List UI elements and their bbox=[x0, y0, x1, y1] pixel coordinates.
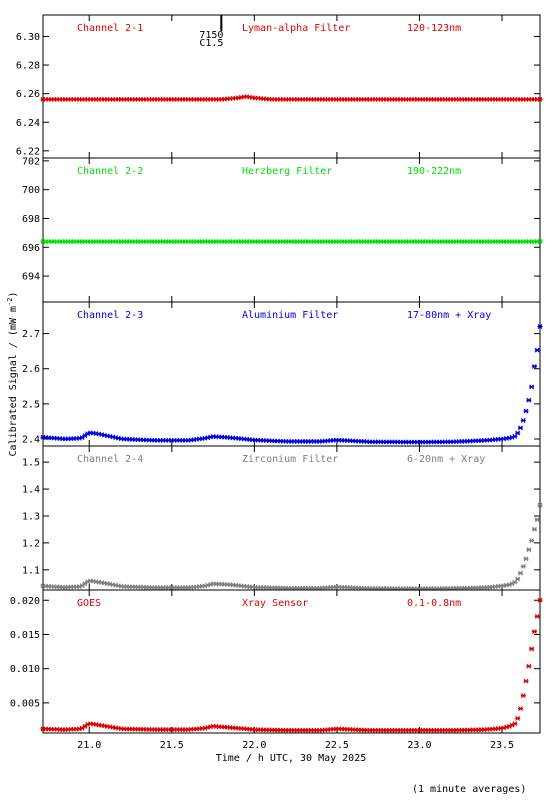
panel-5-ytick-label: 0.020 bbox=[10, 596, 40, 607]
panel-4-data-point bbox=[515, 576, 521, 582]
panel-5-data-point bbox=[515, 715, 521, 721]
panel-2-ytick-label: 700 bbox=[22, 185, 40, 196]
panel-4-frame bbox=[42, 445, 541, 591]
panel-2-filter-label: Herzberg Filter bbox=[242, 166, 332, 177]
panel-4-ytick-label: 1.4 bbox=[22, 485, 40, 496]
y-axis-title-superscript: -2 bbox=[6, 298, 14, 306]
panel-4-ytick-label: 1.2 bbox=[22, 538, 40, 549]
x-axis-title: Time / h UTC, 30 May 2025 bbox=[216, 753, 367, 764]
panel-5-channel-label: GOES bbox=[77, 598, 101, 609]
panel-3-data-point bbox=[517, 425, 523, 431]
panel-5-ytick-label: 0.005 bbox=[10, 698, 40, 709]
panel-5-ytick-label: 0.015 bbox=[10, 630, 40, 641]
panel-4-data-point bbox=[526, 547, 532, 553]
panel-1-ytick-label: 6.30 bbox=[16, 32, 40, 43]
panel-3-data-point bbox=[520, 418, 526, 423]
panel-3-band-label: 17-80nm + Xray bbox=[407, 310, 491, 321]
panel-3-data-point bbox=[523, 408, 529, 414]
panel-5-ytick-label: 0.010 bbox=[10, 664, 40, 675]
flare-marker-label-id: 7150 bbox=[199, 30, 223, 41]
panel-3-data-point bbox=[529, 384, 535, 390]
y-axis-title-main: Calibrated Signal / (mW m bbox=[8, 306, 19, 457]
panel-4-data-point bbox=[529, 538, 535, 544]
x-tick-label: 21.5 bbox=[160, 740, 184, 751]
panel-4-channel-label: Channel 2-4 bbox=[77, 454, 143, 465]
panel-2-ytick-label: 694 bbox=[22, 272, 40, 283]
panel-2-band-label: 190-222nm bbox=[407, 166, 461, 177]
panel-3-filter-label: Aluminium Filter bbox=[242, 310, 338, 321]
x-tick-label: 22.5 bbox=[325, 740, 349, 751]
panel-3-data-point bbox=[534, 347, 540, 353]
panel-5-data-point bbox=[537, 597, 543, 603]
panel-2-ytick-label: 698 bbox=[22, 214, 40, 225]
panel-1-ytick-label: 6.26 bbox=[16, 89, 40, 100]
panel-3-ytick-label: 2.7 bbox=[22, 329, 40, 340]
panel-4-data-point bbox=[517, 570, 523, 576]
panel-3-data-point bbox=[531, 363, 537, 369]
panel-4-data-point bbox=[537, 502, 543, 508]
panel-5-frame bbox=[42, 589, 541, 734]
panel-3-data-point bbox=[526, 397, 532, 403]
panel-1-channel-label: Channel 2-1 bbox=[77, 23, 143, 34]
panel-2-frame bbox=[42, 157, 541, 303]
x-tick-label: 22.0 bbox=[242, 740, 266, 751]
panel-4-data-point bbox=[523, 556, 529, 562]
panel-5-data-point bbox=[526, 663, 532, 669]
panel-2-ytick-label: 702 bbox=[22, 156, 40, 167]
panel-1-ytick-label: 6.24 bbox=[16, 118, 40, 129]
panel-3-frame bbox=[42, 301, 541, 447]
panel-2-data-point bbox=[537, 239, 543, 244]
panel-4-data-point bbox=[534, 517, 540, 523]
panel-4-ytick-label: 1.3 bbox=[22, 511, 40, 522]
panel-1-ytick-label: 6.28 bbox=[16, 61, 40, 72]
panel-5-filter-label: Xray Sensor bbox=[242, 598, 308, 609]
panel-5-band-label: 0.1-0.8nm bbox=[407, 598, 461, 609]
panel-5-data-point bbox=[517, 706, 523, 712]
panel-1-band-label: 120-123nm bbox=[407, 23, 461, 34]
panel-5-data-point bbox=[534, 614, 540, 619]
panel-3-ytick-label: 2.4 bbox=[22, 434, 40, 445]
panel-2-channel-label: Channel 2-2 bbox=[77, 166, 143, 177]
panel-3-data-point bbox=[537, 324, 543, 330]
panel-4-band-label: 6-20nm + Xray bbox=[407, 454, 485, 465]
x-tick-label: 23.0 bbox=[407, 740, 431, 751]
panel-5-data-point bbox=[523, 678, 529, 684]
y-axis-title-close: ) bbox=[8, 292, 19, 298]
panel-1-filter-label: Lyman-alpha Filter bbox=[242, 23, 350, 34]
panel-5-data-point bbox=[520, 693, 526, 699]
panel-3-ytick-label: 2.6 bbox=[22, 364, 40, 375]
panel-3-data-point bbox=[515, 430, 521, 436]
panel-3-channel-label: Channel 2-3 bbox=[77, 310, 143, 321]
flare-marker-label-class: C1.5 bbox=[199, 38, 223, 49]
panel-5-data-point bbox=[512, 721, 518, 727]
panel-1-data-point bbox=[537, 96, 543, 102]
panel-4-ytick-label: 1.1 bbox=[22, 565, 40, 576]
x-tick-label: 23.5 bbox=[490, 740, 514, 751]
panel-1-ytick-label: 6.22 bbox=[16, 146, 40, 157]
panel-4-data-point bbox=[520, 563, 526, 569]
y-axis-title: Calibrated Signal / (mW m-2) bbox=[6, 292, 19, 457]
panel-2-ytick-label: 696 bbox=[22, 243, 40, 254]
panel-5-data-point bbox=[529, 646, 535, 652]
panel-5-data-point bbox=[531, 629, 537, 634]
panel-4-filter-label: Zirconium Filter bbox=[242, 454, 338, 465]
averaging-note: (1 minute averages) bbox=[412, 784, 526, 795]
panel-4-data-point bbox=[531, 526, 537, 532]
panel-1-frame bbox=[42, 14, 541, 159]
panel-3-ytick-label: 2.5 bbox=[22, 399, 40, 410]
panel-4-ytick-label: 1.5 bbox=[22, 458, 40, 469]
x-tick-label: 21.0 bbox=[77, 740, 101, 751]
